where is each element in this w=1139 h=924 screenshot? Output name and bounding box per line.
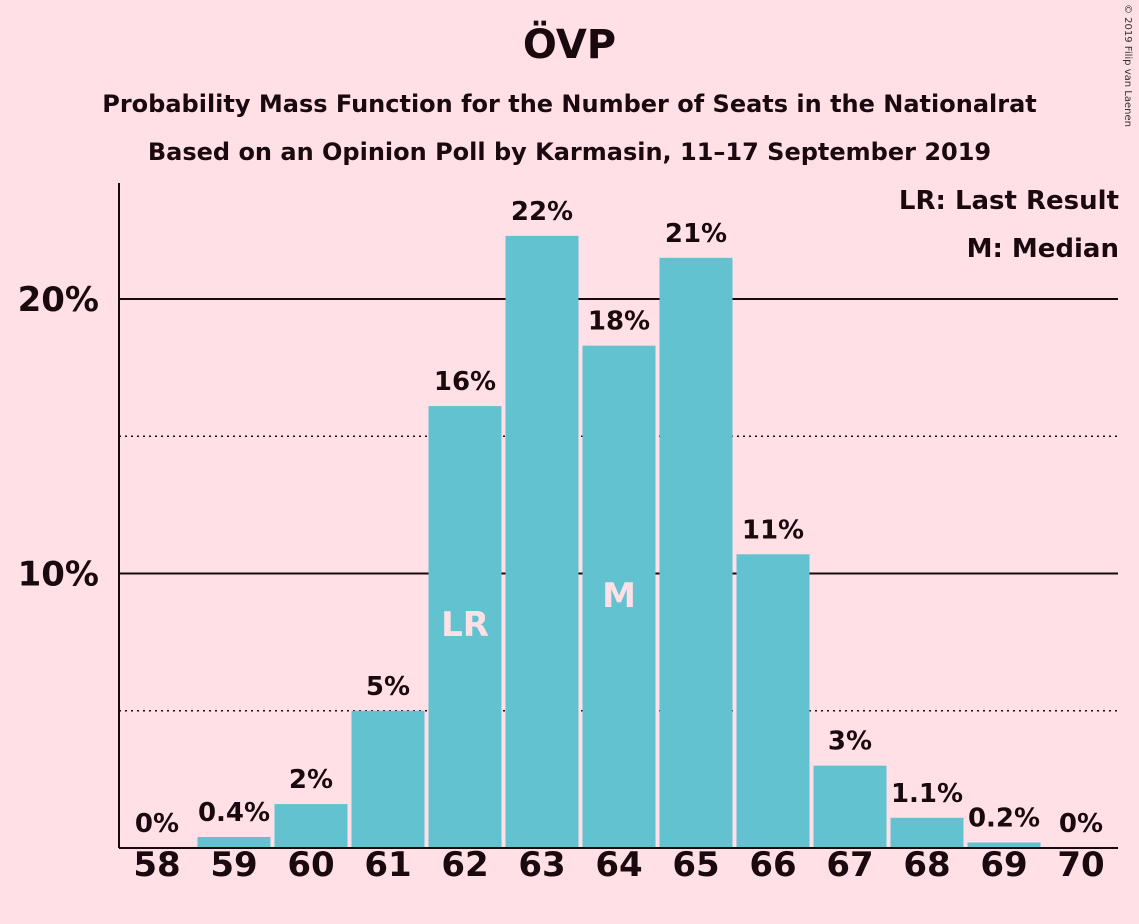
bar-64	[582, 345, 656, 848]
chart-subtitle-line2: Based on an Opinion Poll by Karmasin, 11…	[147, 138, 992, 166]
legend-last-result: LR: Last Result	[888, 184, 1119, 218]
x-tick-label: 64	[595, 845, 642, 885]
y-tick-label: 10%	[18, 555, 99, 595]
bar-59	[197, 837, 271, 848]
chart-subtitle-line1: Probability Mass Function for the Number…	[102, 90, 1037, 118]
legend-median: M: Median	[956, 232, 1119, 266]
data-label: 16%	[434, 367, 496, 397]
x-tick-label: 65	[672, 845, 719, 885]
data-label: 1.1%	[891, 779, 963, 809]
data-label: 2%	[289, 765, 333, 795]
bar-62	[428, 406, 502, 848]
data-label: 21%	[665, 219, 727, 249]
data-label: 0.4%	[198, 798, 270, 828]
data-label: 3%	[828, 727, 872, 757]
bar-68	[890, 817, 964, 848]
x-tick-label: 61	[364, 845, 411, 885]
x-tick-label: 68	[903, 845, 950, 885]
bar-69	[967, 842, 1041, 848]
data-label: 5%	[366, 672, 410, 702]
x-tick-label: 67	[826, 845, 873, 885]
data-label: 18%	[588, 307, 650, 337]
x-tick-label: 66	[749, 845, 796, 885]
x-tick-label: 60	[287, 845, 334, 885]
data-label: 11%	[742, 515, 804, 545]
bar-61	[351, 710, 425, 848]
x-tick-label: 59	[210, 845, 257, 885]
x-tick-label: 70	[1057, 845, 1104, 885]
bar-67	[813, 765, 887, 848]
bar-marker-lr: LR	[441, 605, 489, 645]
bar-65	[659, 257, 733, 848]
chart-title: ÖVP	[522, 22, 617, 68]
bar-marker-m: M	[602, 576, 636, 616]
data-label: 0%	[135, 809, 179, 839]
data-label: 0%	[1059, 809, 1103, 839]
data-label: 22%	[511, 197, 573, 227]
bar-60	[274, 804, 348, 848]
data-label: 0.2%	[968, 804, 1040, 834]
x-tick-label: 58	[133, 845, 180, 885]
bar-66	[736, 554, 810, 848]
x-tick-label: 69	[980, 845, 1027, 885]
x-tick-label: 63	[518, 845, 565, 885]
x-tick-label: 62	[441, 845, 488, 885]
bar-63	[505, 235, 579, 849]
y-tick-label: 20%	[18, 280, 99, 320]
